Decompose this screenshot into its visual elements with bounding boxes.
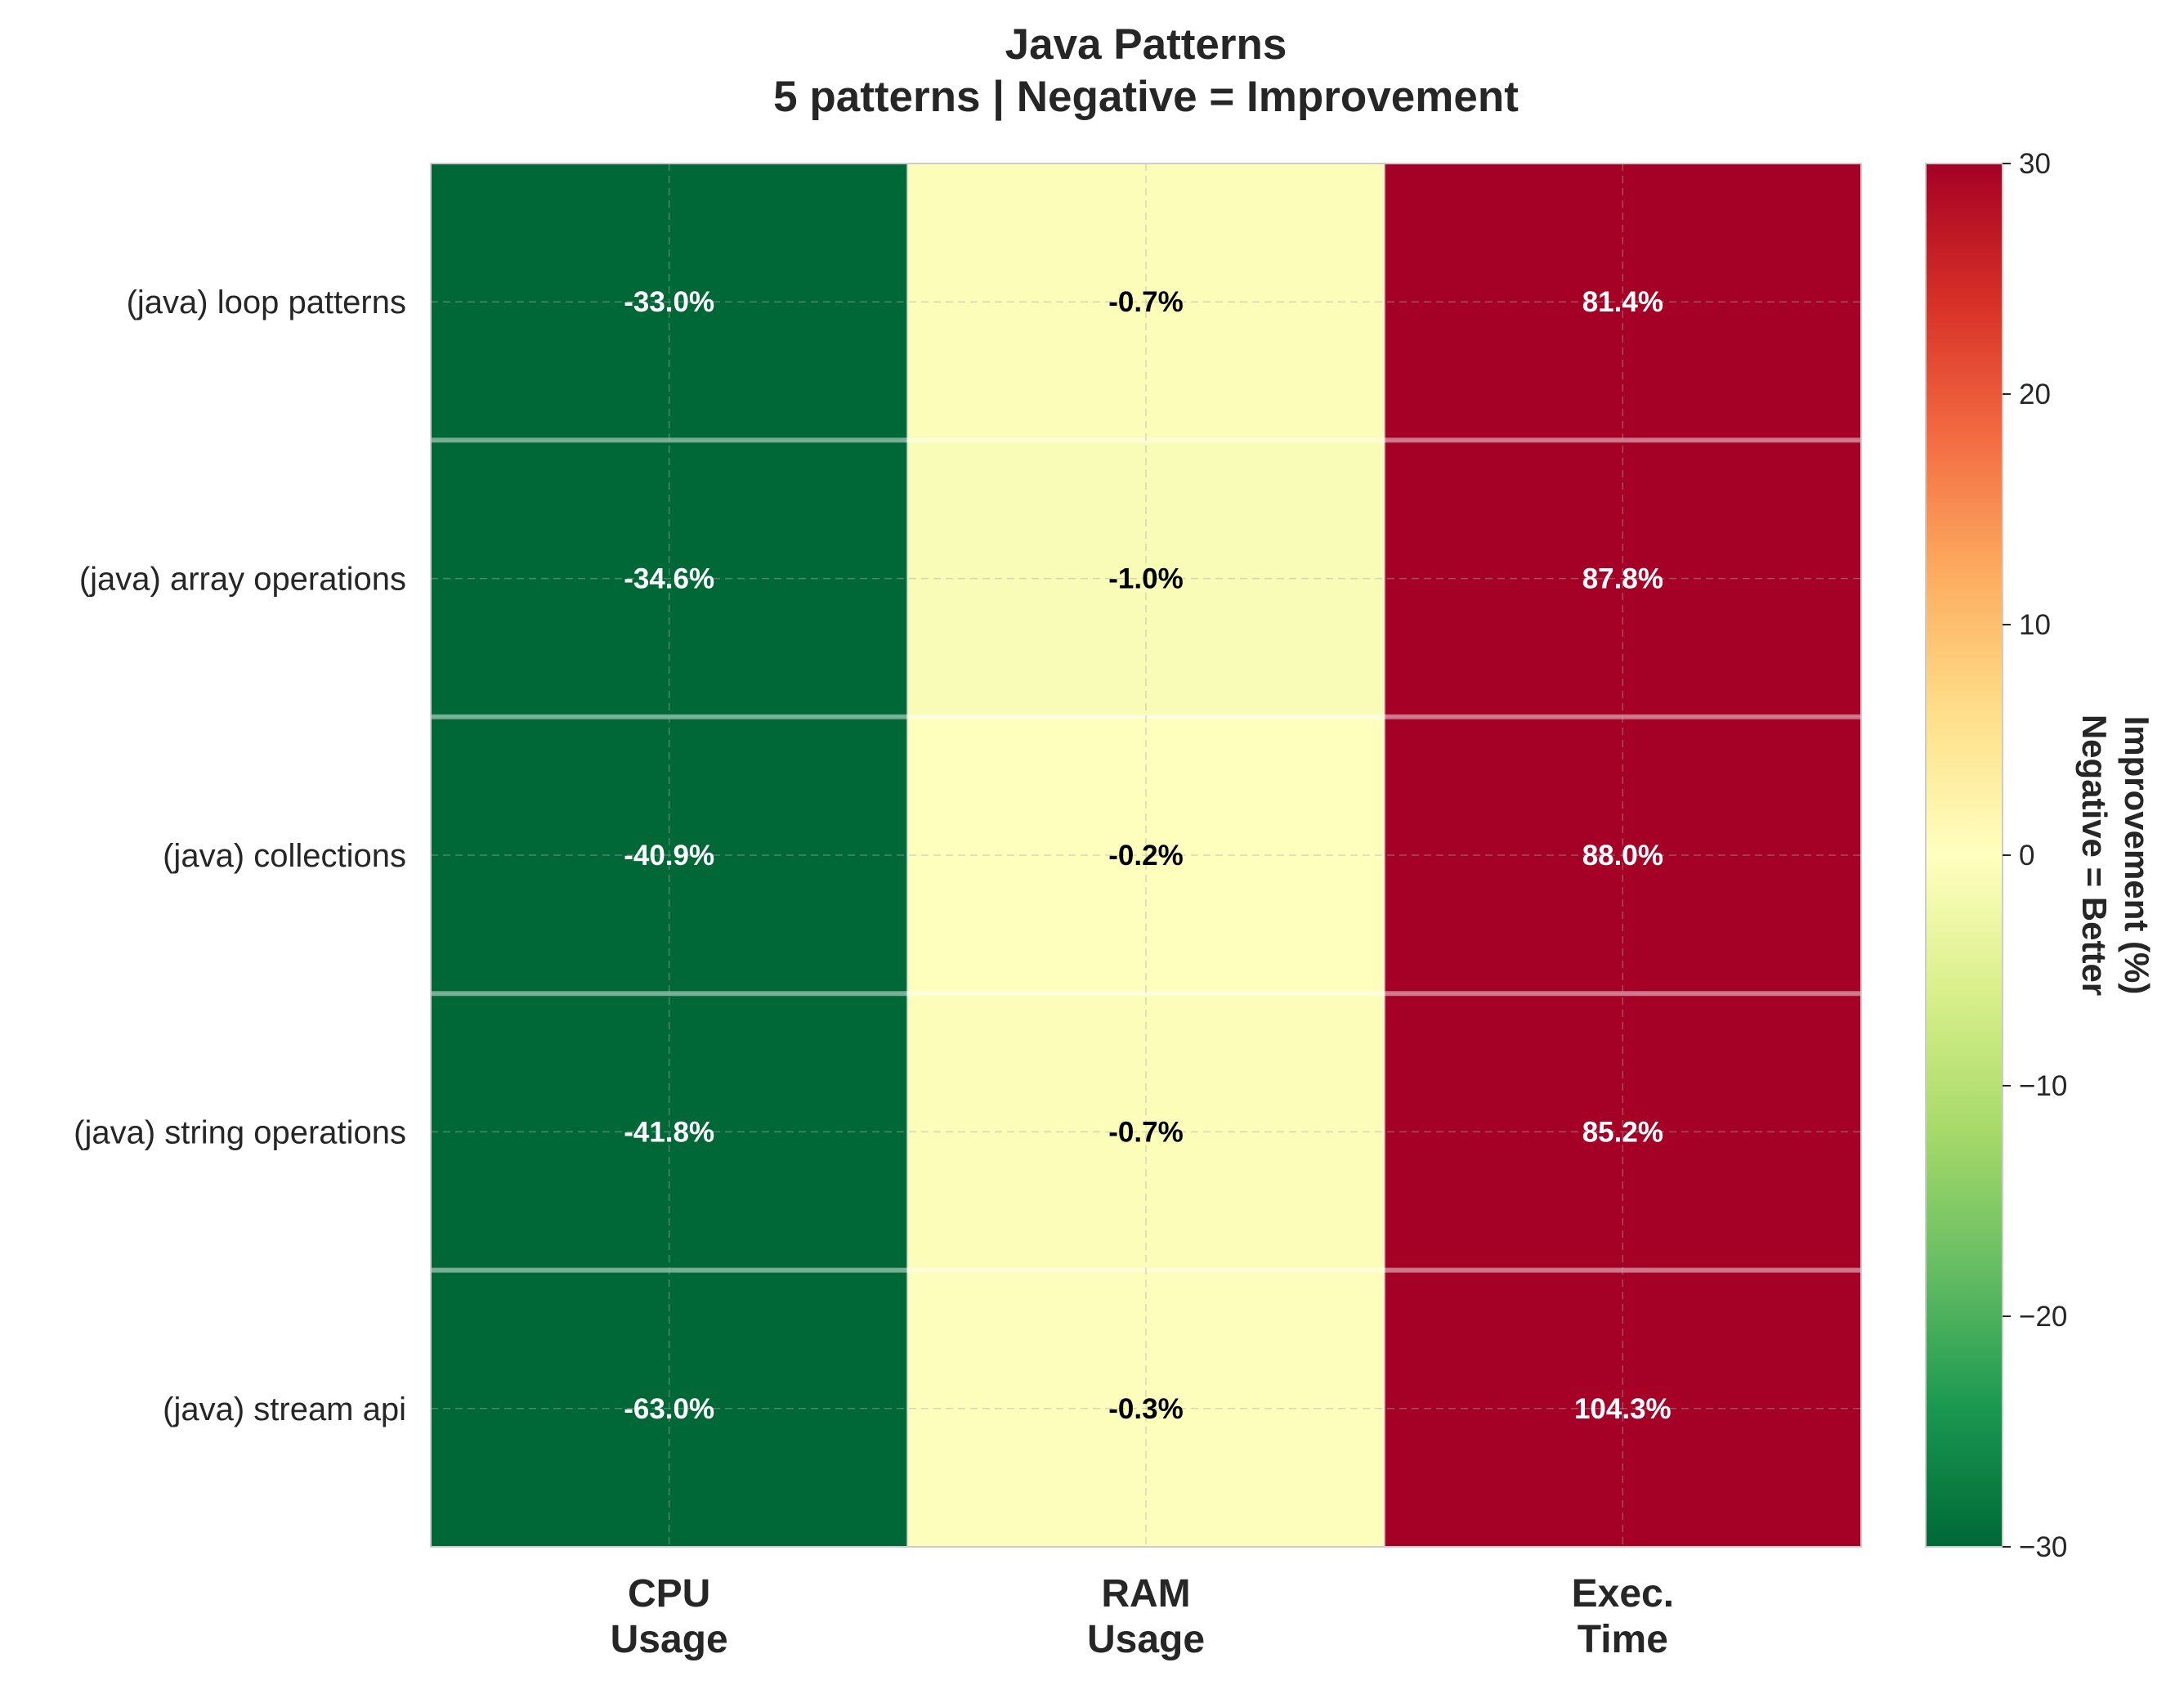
plot-frame xyxy=(430,163,1862,1548)
heatmap-cell xyxy=(1384,164,1861,441)
colorbar-tick-label: 20 xyxy=(2019,379,2051,410)
colorbar-tick-label: −20 xyxy=(2019,1301,2067,1333)
x-tick-label: Usage xyxy=(611,1618,728,1661)
cell-value-label: -0.2% xyxy=(1108,840,1183,872)
heatmap-cell xyxy=(907,164,1385,441)
chart-title: Java Patterns xyxy=(1005,20,1287,69)
cell-value-label: 88.0% xyxy=(1582,840,1663,872)
colorbar-label: Negative = Better xyxy=(2075,715,2114,996)
heatmap-cell xyxy=(907,716,1385,994)
y-tick-labels: (java) loop patterns (java) array operati… xyxy=(74,285,406,1427)
x-tick-label: RAM xyxy=(1101,1572,1190,1616)
heatmap-cell xyxy=(1384,440,1861,717)
heatmap-cell xyxy=(431,716,908,994)
y-tick-label: (java) collections xyxy=(163,838,406,874)
heatmap-cell xyxy=(907,993,1385,1270)
heatmap-cell xyxy=(431,164,908,441)
cell-value-label: -33.0% xyxy=(624,286,714,318)
heatmap-cell xyxy=(1384,993,1861,1270)
grid-lines xyxy=(430,163,1862,1548)
colorbar-tick-label: 30 xyxy=(2019,148,2051,180)
chart-subtitle: 5 patterns | Negative = Improvement xyxy=(773,73,1519,122)
cell-value-label: -0.7% xyxy=(1108,1116,1183,1148)
cell-value-label: 87.8% xyxy=(1582,563,1663,595)
heatmap-cell xyxy=(431,440,908,717)
x-tick-label: Time xyxy=(1578,1618,1668,1661)
colorbar-gradient xyxy=(1925,163,2003,1548)
x-tick-label: Exec. xyxy=(1572,1572,1674,1616)
cell-value-label: 85.2% xyxy=(1582,1116,1663,1148)
heatmap-cell xyxy=(1384,1270,1861,1547)
colorbar-tick-label: −10 xyxy=(2019,1070,2067,1102)
x-tick-label: Usage xyxy=(1087,1618,1205,1661)
heatmap-cell xyxy=(907,440,1385,717)
colorbar-label: Improvement (%) xyxy=(2118,716,2156,995)
cell-value-label: 81.4% xyxy=(1582,286,1663,318)
cell-value-label: -63.0% xyxy=(624,1393,714,1425)
y-tick-label: (java) string operations xyxy=(74,1114,406,1150)
cell-value-label: 104.3% xyxy=(1574,1393,1672,1425)
colorbar: −30 −20 −10 0 10 20 30 Improvement (%)Negative … xyxy=(1925,148,2156,1563)
y-tick-label: (java) array operations xyxy=(79,562,406,598)
cell-value-label: -34.6% xyxy=(624,563,714,595)
cell-value-label: -0.7% xyxy=(1108,286,1183,318)
colorbar-tick-label: 0 xyxy=(2019,840,2034,872)
y-tick-label: (java) loop patterns xyxy=(127,285,406,320)
cell-value-label: -40.9% xyxy=(624,840,714,872)
colorbar-tick-label: 10 xyxy=(2019,609,2051,641)
heatmap-cell xyxy=(1384,716,1861,994)
cell-value-label: -1.0% xyxy=(1108,563,1183,595)
heatmap-cells xyxy=(431,164,1861,1547)
heatmap-cell xyxy=(907,1270,1385,1547)
cell-value-label: -41.8% xyxy=(624,1116,714,1148)
cell-value-label: -0.3% xyxy=(1108,1393,1183,1425)
heatmap-cell xyxy=(431,1270,908,1547)
cell-value-labels: -33.0% -0.7% 81.4% -34.6% -1.0% 87.8% -40.9% -0… xyxy=(624,286,1671,1425)
y-tick-label: (java) stream api xyxy=(163,1391,406,1427)
heatmap-cell xyxy=(431,993,908,1270)
x-tick-label: CPU xyxy=(628,1572,710,1616)
colorbar-tick-label: −30 xyxy=(2019,1531,2067,1563)
